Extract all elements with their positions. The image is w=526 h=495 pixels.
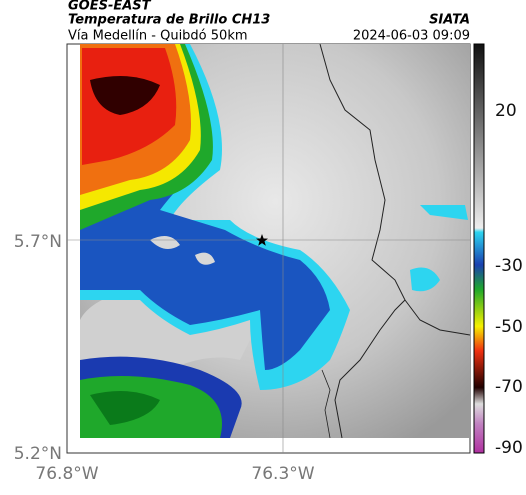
colorbar-label: -50 <box>495 317 523 337</box>
satellite-image <box>80 44 470 438</box>
route: Vía Medellín - Quibdó 50km <box>68 29 248 44</box>
lat-label: 5.7°N <box>14 232 62 252</box>
title: Temperatura de Brillo CH13 <box>68 13 270 28</box>
colorbar-label: -70 <box>495 377 523 397</box>
location-marker <box>256 234 268 246</box>
colorbar <box>473 43 485 454</box>
colorbar-label: -30 <box>495 256 523 276</box>
lat-label: 5.2°N <box>14 444 62 464</box>
lon-label: 76.8°W <box>35 464 98 484</box>
colorbar-label: 20 <box>495 101 517 121</box>
brand: SIATA <box>429 13 470 28</box>
lon-label: 76.3°W <box>251 464 314 484</box>
source: GOES-EAST <box>68 0 152 14</box>
colorbar-label: -90 <box>495 438 523 458</box>
timestamp: 2024-06-03 09:09 <box>353 29 470 44</box>
